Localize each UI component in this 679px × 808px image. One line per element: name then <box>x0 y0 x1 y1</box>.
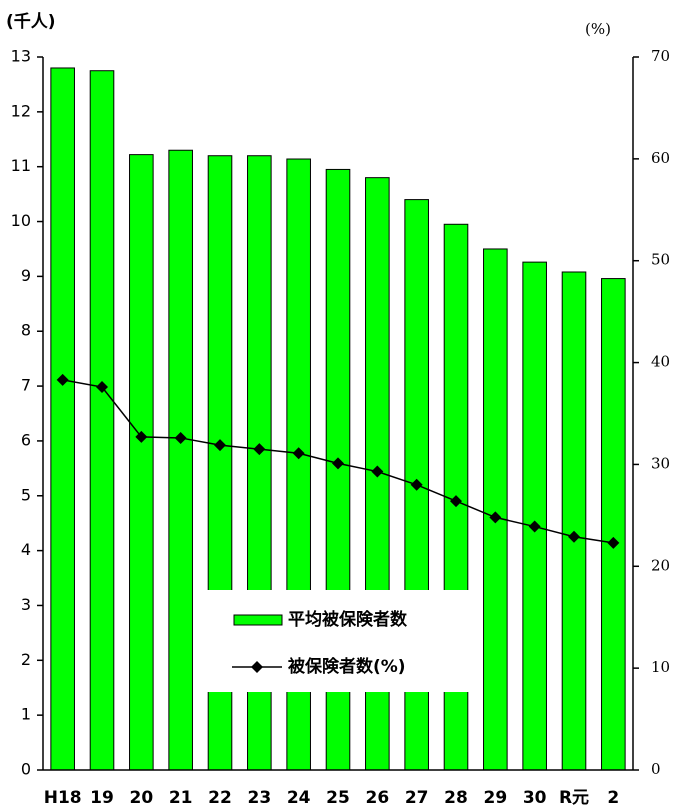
bar <box>89 70 115 771</box>
marker <box>56 373 69 386</box>
y-tick-label: 13 <box>11 47 31 66</box>
y-axis-title: (千人) <box>6 12 56 32</box>
marker <box>174 431 187 444</box>
bar <box>561 271 587 771</box>
marker <box>96 381 108 394</box>
bar <box>601 278 626 771</box>
x-tick-label: 22 <box>208 788 232 808</box>
marker <box>214 439 226 452</box>
x-tick-label: 25 <box>326 788 350 808</box>
y2-tick-label: 70 <box>651 47 670 65</box>
bar <box>168 149 193 771</box>
y-tick-label: 8 <box>21 321 31 340</box>
marker <box>253 443 266 456</box>
x-tick-label: 27 <box>405 788 429 808</box>
x-tick-label: 19 <box>90 788 114 808</box>
legend-marker <box>251 661 263 673</box>
marker <box>332 457 344 470</box>
y-tick-label: 5 <box>21 485 31 504</box>
x-tick-label: R元 <box>559 788 589 808</box>
x-tick-label: 29 <box>483 788 507 808</box>
y-tick-label: 6 <box>21 430 31 449</box>
marker <box>410 478 423 491</box>
x-tick-label: H18 <box>44 788 82 808</box>
y2-tick-label: 40 <box>651 353 670 371</box>
x-tick-label: 28 <box>444 788 468 808</box>
marker <box>607 536 620 549</box>
y2-tick-label: 30 <box>651 454 670 472</box>
x-tick-label: 26 <box>365 788 389 808</box>
legend-label: 平均被保険者数 <box>288 609 408 630</box>
y-tick-label: 12 <box>11 101 31 120</box>
y-tick-label: 9 <box>21 266 31 285</box>
y2-tick-label: 0 <box>651 760 661 778</box>
x-tick-label: 30 <box>523 788 547 808</box>
y2-tick-label: 20 <box>651 556 670 574</box>
bar <box>129 154 154 771</box>
marker <box>450 495 462 508</box>
x-tick-label: 24 <box>287 788 311 808</box>
legend-box <box>200 590 480 692</box>
y-tick-label: 1 <box>21 705 31 724</box>
x-tick-label: 23 <box>247 788 271 808</box>
y2-tick-label: 50 <box>651 251 670 269</box>
y2-tick-label: 10 <box>651 658 670 676</box>
x-tick-label: 20 <box>129 788 153 808</box>
bar <box>522 261 547 771</box>
marker <box>371 465 384 478</box>
y-tick-label: 7 <box>21 376 31 395</box>
bar <box>50 67 75 771</box>
y-tick-label: 3 <box>21 595 31 614</box>
y-tick-label: 11 <box>11 156 31 175</box>
x-tick-label: 21 <box>169 788 193 808</box>
marker <box>292 447 305 460</box>
x-tick-label: 2 <box>607 788 619 808</box>
marker <box>489 511 502 524</box>
legend-swatch <box>233 614 283 626</box>
y2-axis-title: (%) <box>585 20 611 38</box>
y-tick-label: 4 <box>21 540 31 559</box>
marker <box>135 430 148 443</box>
legend-label: 被保険者数(%) <box>288 656 406 677</box>
bar <box>483 248 508 771</box>
marker <box>568 530 580 543</box>
marker <box>528 520 541 533</box>
y-tick-label: 2 <box>21 650 31 669</box>
y2-tick-label: 60 <box>651 149 670 167</box>
y-tick-label: 10 <box>11 211 31 230</box>
y-tick-label: 0 <box>21 760 31 779</box>
